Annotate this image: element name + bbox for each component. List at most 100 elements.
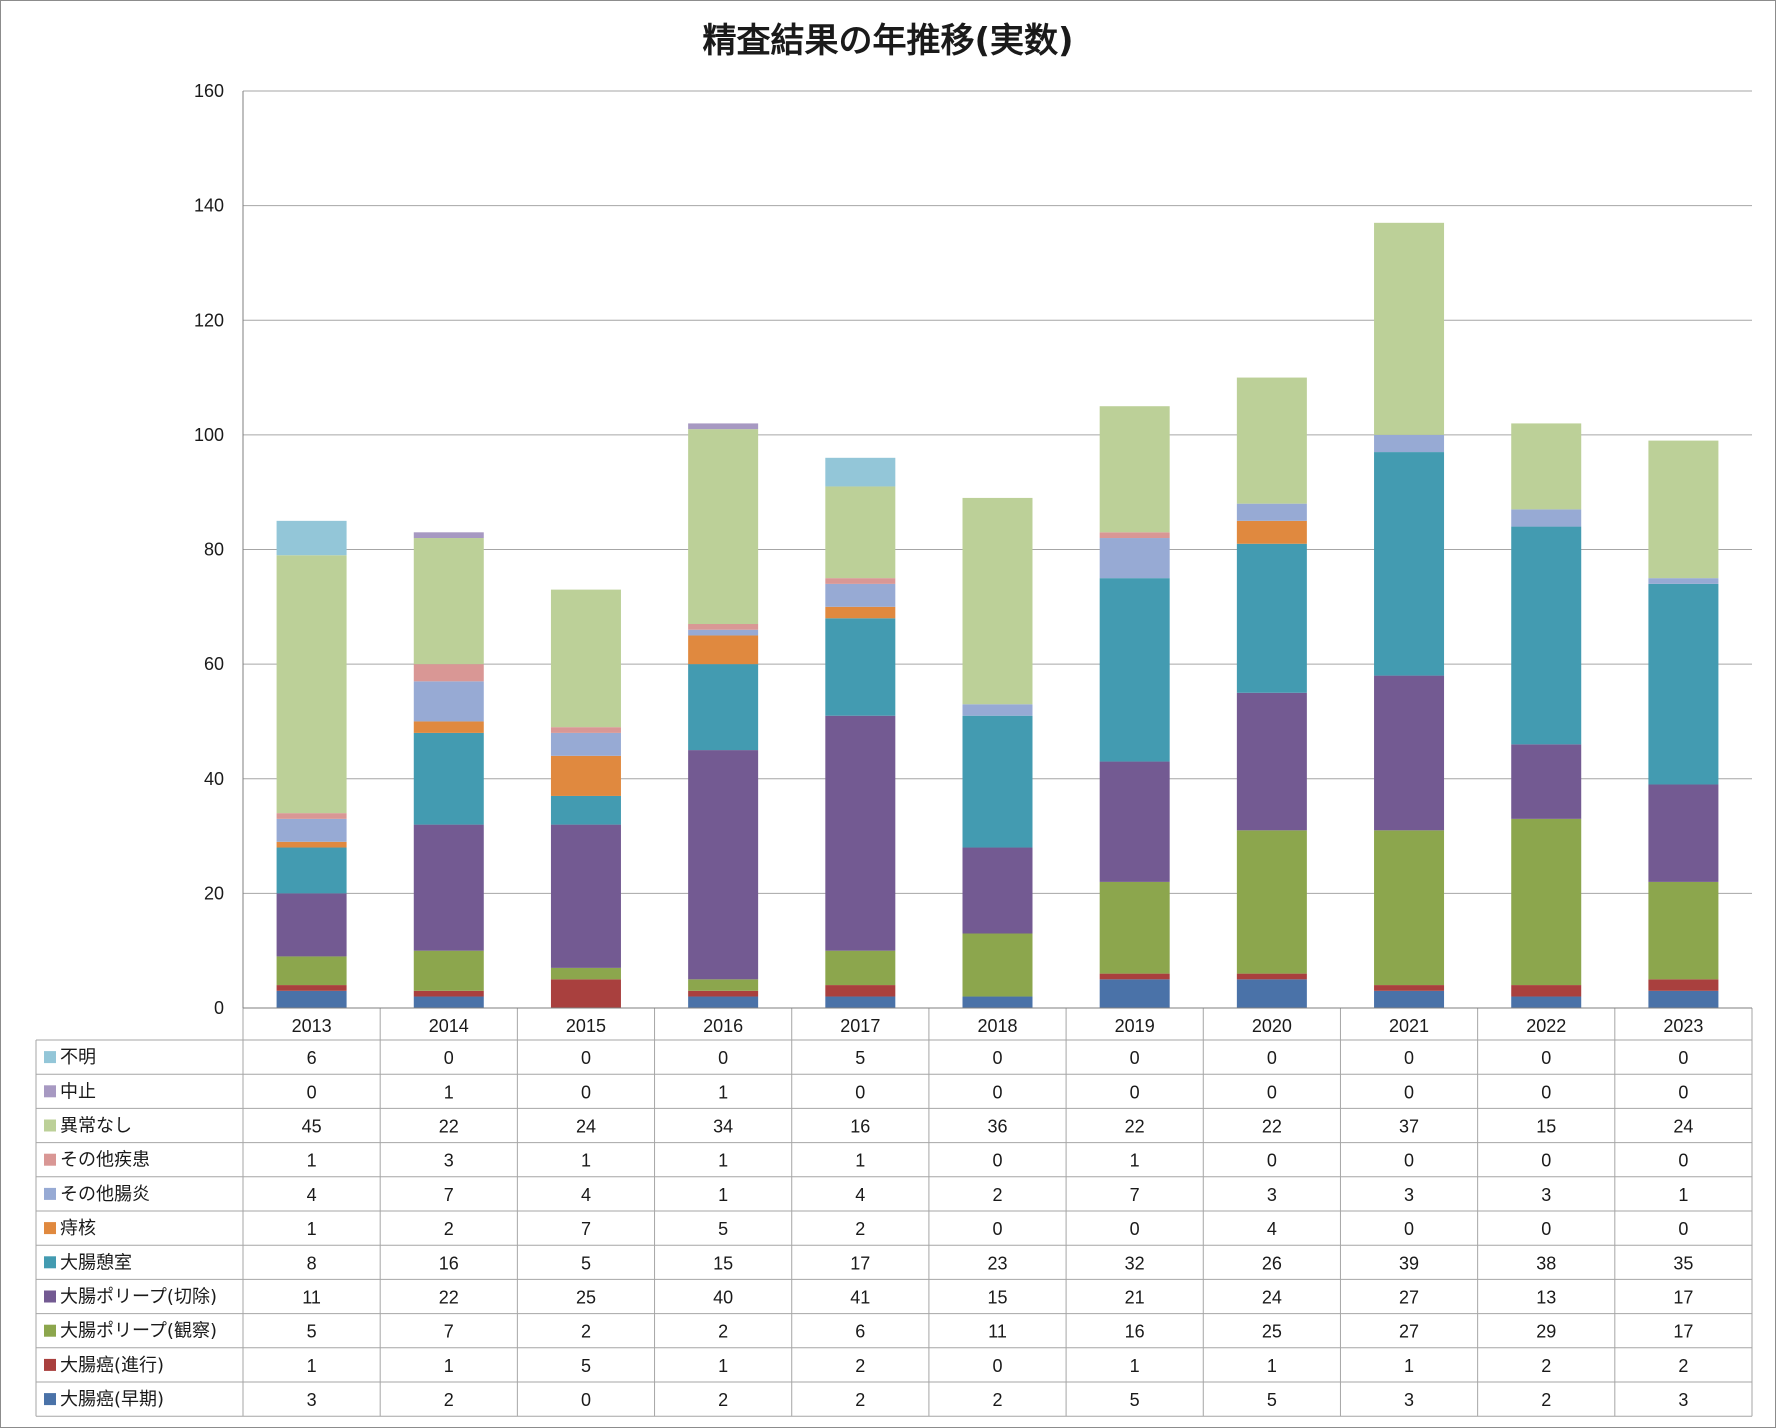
data-label: 0 — [992, 1082, 1002, 1102]
data-label: 0 — [1678, 1082, 1688, 1102]
data-label: 7 — [581, 1219, 591, 1239]
data-label: 1 — [1130, 1356, 1140, 1376]
data-label: 0 — [992, 1356, 1002, 1376]
data-label: 0 — [1678, 1151, 1688, 1171]
series-name: 大腸ポリープ(切除) — [60, 1287, 217, 1308]
legend-key — [44, 1085, 56, 1098]
data-label: 0 — [992, 1048, 1002, 1068]
bar-segment — [276, 893, 347, 957]
legend-key — [44, 1256, 56, 1269]
bar-segment — [1511, 526, 1582, 745]
data-label: 3 — [1267, 1185, 1277, 1205]
bar-segment — [1648, 583, 1719, 785]
data-label: 7 — [444, 1322, 454, 1342]
data-label: 27 — [1399, 1322, 1419, 1342]
bar-segment — [1374, 675, 1445, 831]
series-name: 痔核 — [60, 1218, 96, 1239]
data-label: 1 — [718, 1356, 728, 1376]
legend-key — [44, 1222, 56, 1235]
legend-key — [44, 1358, 56, 1371]
bar-segment — [1099, 538, 1170, 579]
data-label: 4 — [1267, 1219, 1277, 1239]
data-label: 2 — [581, 1322, 591, 1342]
bar-segment — [825, 618, 896, 716]
y-tick-label: 40 — [204, 769, 224, 789]
data-label: 1 — [307, 1151, 317, 1171]
data-label: 1 — [444, 1356, 454, 1376]
x-category-label: 2021 — [1389, 1016, 1429, 1036]
bar-segment — [1648, 881, 1719, 980]
series-name: 大腸憩室 — [60, 1252, 132, 1273]
bar-segment — [413, 538, 484, 665]
bar-segment — [276, 520, 347, 556]
x-category-label: 2016 — [703, 1016, 743, 1036]
data-label: 3 — [1404, 1185, 1414, 1205]
data-label: 0 — [1267, 1082, 1277, 1102]
data-label: 1 — [307, 1356, 317, 1376]
data-label: 3 — [1678, 1390, 1688, 1410]
bar-segment — [688, 750, 759, 980]
bar-segment — [276, 990, 347, 1008]
bar-segment — [688, 423, 759, 430]
bar-segment — [276, 956, 347, 986]
series-name: その他疾患 — [60, 1150, 150, 1171]
bar-segment — [276, 555, 347, 814]
data-label: 0 — [581, 1390, 591, 1410]
y-tick-label: 140 — [194, 196, 224, 216]
data-label: 16 — [1125, 1322, 1145, 1342]
data-label: 5 — [307, 1322, 317, 1342]
data-label: 39 — [1399, 1253, 1419, 1273]
data-label: 35 — [1673, 1253, 1693, 1273]
bar-segment — [413, 990, 484, 997]
data-label: 2 — [992, 1390, 1002, 1410]
bar-segment — [413, 732, 484, 825]
bar-segment — [688, 990, 759, 997]
bar-segment — [1236, 377, 1307, 504]
data-label: 37 — [1399, 1117, 1419, 1137]
bar-segment — [962, 847, 1033, 934]
data-label: 22 — [439, 1117, 459, 1137]
x-category-label: 2014 — [429, 1016, 469, 1036]
bar-segment — [1374, 434, 1445, 453]
data-label: 1 — [1267, 1356, 1277, 1376]
data-label: 17 — [850, 1253, 870, 1273]
data-label: 24 — [576, 1117, 596, 1137]
bar-segment — [276, 847, 347, 894]
data-label: 5 — [718, 1219, 728, 1239]
data-label: 0 — [992, 1219, 1002, 1239]
data-label: 2 — [1541, 1356, 1551, 1376]
data-label: 16 — [439, 1253, 459, 1273]
data-label: 2 — [444, 1219, 454, 1239]
data-label: 16 — [850, 1117, 870, 1137]
data-label: 15 — [987, 1288, 1007, 1308]
bar-segment — [688, 664, 759, 751]
data-label: 0 — [1541, 1219, 1551, 1239]
bar-segment — [1374, 222, 1445, 435]
data-label: 5 — [855, 1048, 865, 1068]
data-label: 6 — [855, 1322, 865, 1342]
data-label: 4 — [581, 1185, 591, 1205]
bar-segment — [276, 841, 347, 848]
bar-segment — [1648, 979, 1719, 991]
series-name: 大腸ポリープ(観察) — [60, 1321, 217, 1342]
bar-segment — [1511, 744, 1582, 819]
legend-key — [44, 1393, 56, 1406]
y-tick-label: 80 — [204, 540, 224, 560]
data-label: 7 — [1130, 1185, 1140, 1205]
data-label: 0 — [1267, 1048, 1277, 1068]
data-label: 26 — [1262, 1253, 1282, 1273]
data-label: 32 — [1125, 1253, 1145, 1273]
y-tick-label: 20 — [204, 883, 224, 903]
bar-segment — [1648, 578, 1719, 584]
series-name: 大腸癌(早期) — [60, 1389, 164, 1410]
bar-segment — [1236, 692, 1307, 831]
bar-segment — [1099, 979, 1170, 1008]
bar-segment — [825, 606, 896, 619]
data-label: 0 — [1404, 1219, 1414, 1239]
x-category-label: 2018 — [977, 1016, 1017, 1036]
data-label: 6 — [307, 1048, 317, 1068]
bar-segment — [1511, 996, 1582, 1008]
bar-segment — [413, 996, 484, 1008]
data-label: 5 — [581, 1253, 591, 1273]
bar-segment — [825, 950, 896, 986]
